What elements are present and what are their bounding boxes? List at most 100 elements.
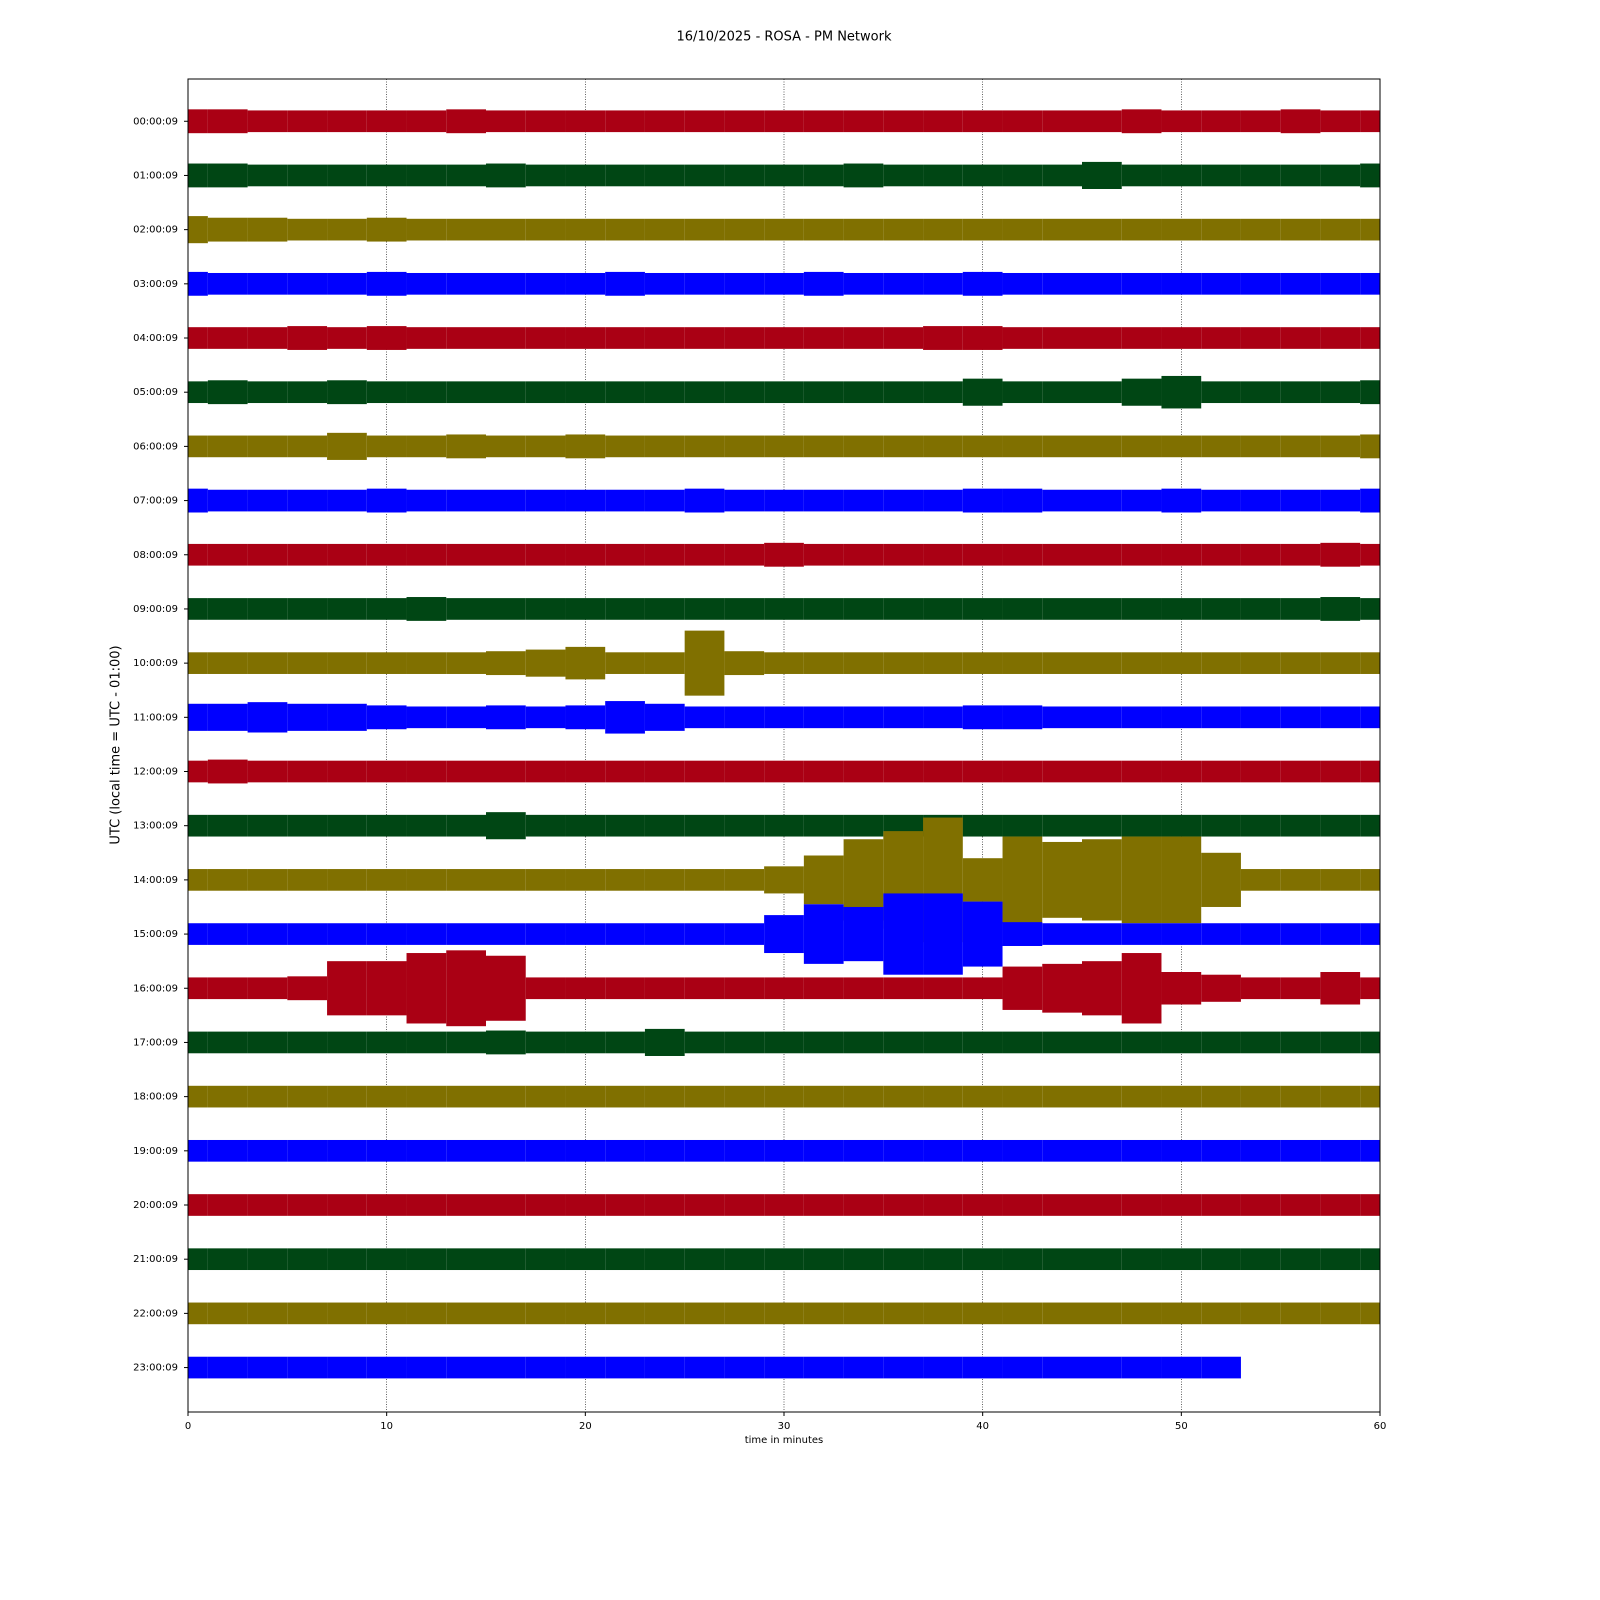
trace-segment [923,272,963,295]
trace-segment [247,760,288,783]
trace-segment [327,703,367,731]
trace-segment [327,1356,367,1379]
trace-segment [188,216,208,244]
trace-segment [764,706,804,729]
trace-segment [843,760,884,783]
trace-segment [923,1248,963,1271]
trace-segment [406,272,447,295]
trace-segment [366,760,407,783]
trace-segment [525,327,566,349]
trace-segment [207,163,248,188]
trace-segment [486,812,526,840]
trace-segment [644,381,685,404]
trace-segment [803,1356,844,1379]
trace-segment [684,814,725,837]
trace-segment [366,961,407,1016]
trace-segment [923,977,963,1000]
trace-segment [366,1194,407,1216]
x-tick-label: 40 [976,1421,989,1432]
trace-segment [366,326,407,350]
trace-segment [883,1194,924,1216]
trace-segment [923,598,963,620]
trace-segment [207,1194,248,1216]
y-tick-label: 02:00:09 [133,225,178,236]
trace-segment [764,652,804,674]
trace-segment [962,814,1003,837]
trace-segment [565,1085,606,1108]
trace-segment [724,489,765,512]
trace-segment [525,649,566,677]
trace-segment [406,489,447,512]
trace-segment [406,110,447,133]
trace-segment [446,434,486,459]
trace-segment [1320,489,1361,512]
trace [188,1248,1380,1271]
trace-segment [1320,1302,1361,1325]
trace-segment [1082,327,1122,349]
trace-segment [843,381,884,404]
trace-segment [1280,543,1321,566]
trace-segment [1042,963,1082,1013]
trace-segment [605,923,645,945]
trace-segment [486,1030,526,1055]
trace-segment [684,1139,725,1162]
trace-segment [366,217,407,242]
trace-segment [1082,760,1122,783]
trace-segment [1240,164,1281,187]
trace-segment [644,1356,685,1379]
trace-segment [406,1302,447,1325]
trace-segment [287,1302,328,1325]
trace-segment [1240,381,1281,404]
trace-segment [446,869,486,891]
trace-segment [923,760,963,783]
trace-segment [486,1356,526,1379]
trace-segment [207,1356,248,1379]
trace-segment [207,759,248,784]
trace-segment [247,814,288,837]
trace-segment [843,1031,884,1054]
trace-segment [764,814,804,837]
trace-segment [962,1248,1003,1271]
trace-segment [724,869,765,891]
trace-segment [1082,218,1122,241]
trace-segment [803,1139,844,1162]
trace-segment [1320,869,1361,891]
trace-segment [644,977,685,1000]
trace [188,326,1380,350]
trace-segment [803,110,844,133]
trace-segment [962,901,1003,967]
trace-segment [207,435,248,458]
trace-segment [1360,814,1380,837]
trace-segment [1161,435,1202,458]
trace-segment [1201,1139,1241,1162]
trace [188,950,1380,1027]
trace-segment [1121,1302,1162,1325]
trace-segment [1161,272,1202,295]
trace-segment [1360,327,1380,349]
trace-segment [1121,953,1162,1024]
trace-segment [188,271,208,296]
trace-segment [843,839,884,921]
trace-segment [883,1085,924,1108]
trace-segment [764,542,804,567]
trace-segment [565,434,606,459]
trace-segment [287,272,328,295]
trace-segment [1082,1194,1122,1216]
trace-segment [1280,327,1321,349]
trace-segment [1082,706,1122,729]
trace-segment [605,1139,645,1162]
trace-segment [366,110,407,133]
trace-segment [1320,760,1361,783]
trace-segment [565,218,606,241]
trace [188,1194,1380,1216]
trace-segment [1360,1085,1380,1108]
trace-segment [764,1356,804,1379]
trace-segment [486,1248,526,1271]
trace-segment [1082,1139,1122,1162]
trace-segment [188,1139,208,1162]
trace-segment [565,705,606,730]
trace-segment [486,1139,526,1162]
trace-segment [1002,488,1043,513]
trace-segment [1240,327,1281,349]
trace-segment [1320,1085,1361,1108]
